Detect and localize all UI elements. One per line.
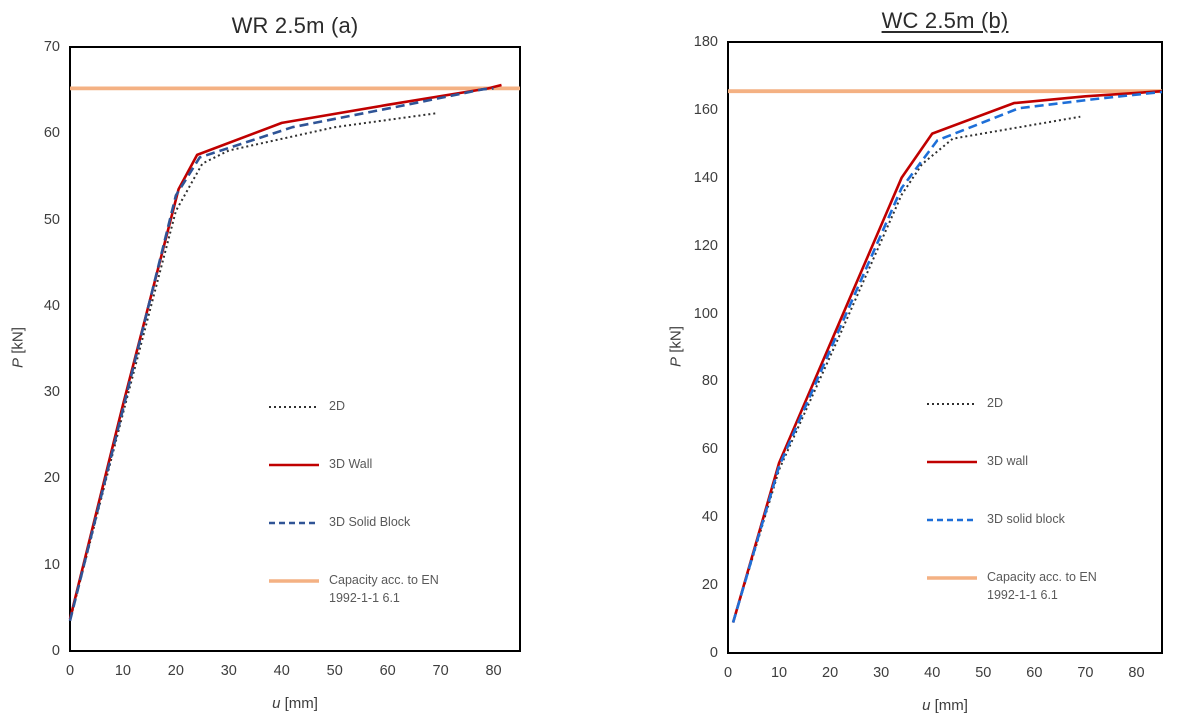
x-tick-label: 50 (326, 663, 343, 679)
legend-item-3d-solid-block: 3D Solid Block (268, 514, 410, 532)
y-tick-label: 20 (43, 470, 60, 487)
chart-title: WC 2.5m (b) (881, 8, 1009, 33)
x-tick-label: 70 (1077, 665, 1094, 681)
legend-key-line (927, 576, 977, 580)
y-axis-unit: [kN] (667, 325, 685, 357)
y-tick-label: 40 (43, 297, 60, 314)
legend-key-line (269, 406, 319, 408)
y-tick-label: 30 (43, 384, 60, 401)
y-axis-unit: [kN] (9, 327, 27, 358)
series-line-3d-solid-block (68, 87, 494, 622)
legend-key-line (927, 460, 977, 464)
legend-label: 3D wall (987, 454, 1028, 468)
x-tick-label: 60 (1026, 665, 1043, 681)
legend-label: 2D (987, 396, 1003, 410)
legend-item-3d-wall: 3D wall (926, 453, 1028, 471)
x-tick-label: 70 (432, 663, 449, 679)
y-tick-label: 50 (43, 211, 60, 228)
x-axis-variable: u (922, 697, 931, 714)
legend-item-2d: 2D (268, 398, 345, 416)
x-tick-label: 10 (114, 663, 131, 679)
x-tick-label: 40 (924, 665, 941, 681)
y-tick-label: 0 (709, 645, 718, 661)
legend-item-3d-wall: 3D Wall (268, 456, 372, 474)
legend-key-line (927, 518, 977, 522)
y-tick-label: 10 (43, 556, 60, 573)
x-tick-label: 20 (822, 665, 839, 681)
legend-item-3d-solid-block: 3D solid block (926, 511, 1065, 529)
x-axis-title: u [mm] (235, 695, 355, 712)
series-line-3d-wall (731, 89, 1163, 623)
legend-label: 2D (329, 399, 345, 413)
y-tick-label: 100 (693, 305, 718, 322)
y-tick-label: 160 (693, 101, 718, 118)
legend-key-line (269, 463, 319, 467)
legend-key-line (927, 403, 977, 405)
legend-label: 3D Solid Block (329, 515, 411, 529)
x-tick-label: 20 (167, 663, 184, 679)
x-tick-label: 10 (770, 665, 788, 681)
y-tick-label: 180 (693, 34, 718, 50)
y-tick-label: 0 (51, 643, 60, 659)
y-tick-label: 80 (701, 373, 718, 390)
series-line-3d-wall (68, 83, 502, 620)
x-tick-label: 0 (723, 665, 733, 681)
series-line-2d (69, 112, 436, 622)
y-tick-label: 70 (43, 39, 60, 55)
chart-panel-wc: WC 2.5m (b) 0 10 20 30 40 50 60 70 80 0 20 40 60 80 100… (600, 0, 1200, 724)
y-tick-label: 20 (701, 577, 718, 594)
plot-canvas (727, 41, 1163, 654)
x-axis-title: u [mm] (885, 697, 1005, 714)
y-axis-variable: P (667, 356, 685, 367)
x-axis-unit: [mm] (930, 697, 968, 714)
plot-canvas (68, 46, 521, 652)
legend-item-capacity-acc-to-en-1992-1-1-6-1: Capacity acc. to EN 1992-1-1 6.1 (926, 569, 1109, 604)
legend-label: Capacity acc. to EN 1992-1-1 6.1 (987, 570, 1097, 602)
legend-label: 3D Wall (329, 457, 373, 471)
legend-label: 3D solid block (987, 512, 1065, 526)
x-tick-label: 30 (220, 663, 237, 679)
x-tick-label: 40 (273, 663, 290, 679)
series-line-3d-solid-block (731, 90, 1163, 623)
y-tick-label: 40 (701, 509, 718, 526)
x-axis-unit: [mm] (280, 695, 318, 712)
chart-panel-wr: WR 2.5m (a) 0 10 20 30 40 50 60 70 80 0 10 20 30 40 50 6… (10, 13, 521, 712)
x-tick-label: 60 (379, 663, 396, 679)
chart-title: WR 2.5m (a) (231, 13, 359, 38)
legend-key-line (269, 521, 319, 525)
plot-frame (727, 41, 1163, 654)
legend-item-2d: 2D (926, 395, 1003, 413)
y-tick-label: 60 (701, 441, 718, 458)
x-tick-label: 0 (65, 663, 75, 679)
x-tick-label: 80 (1128, 665, 1145, 681)
y-tick-label: 140 (693, 169, 718, 186)
series-line-2d (732, 115, 1081, 623)
x-tick-label: 50 (975, 665, 992, 681)
y-axis-title: P [kN] (10, 288, 27, 408)
y-tick-label: 60 (43, 125, 60, 142)
x-tick-label: 30 (873, 665, 890, 681)
x-tick-label: 80 (485, 663, 502, 679)
y-axis-title: P [kN] (668, 286, 685, 406)
legend-label: Capacity acc. to EN 1992-1-1 6.1 (329, 573, 439, 605)
plot-frame (69, 46, 521, 652)
x-axis-variable: u (272, 695, 281, 712)
legend-key-line (269, 579, 319, 583)
legend-item-capacity-acc-to-en-1992-1-1-6-1: Capacity acc. to EN 1992-1-1 6.1 (268, 572, 451, 607)
y-tick-label: 120 (693, 237, 718, 254)
y-axis-variable: P (9, 357, 27, 368)
